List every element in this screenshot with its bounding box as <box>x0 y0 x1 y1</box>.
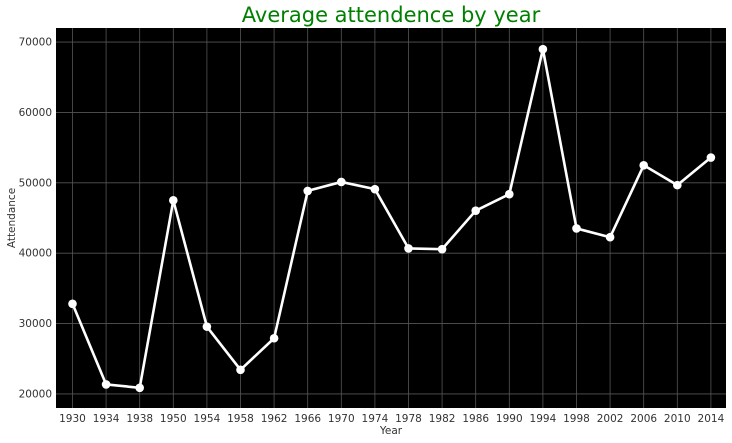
x-tick-label: 1966 <box>294 413 321 425</box>
x-tick-label: 1962 <box>261 413 288 425</box>
x-tick-label: 2010 <box>664 413 691 425</box>
x-tick-label: 1994 <box>530 413 557 425</box>
y-axis-label: Attendance <box>6 188 18 248</box>
data-point <box>639 160 648 170</box>
x-tick-label: 2014 <box>698 413 725 425</box>
y-tick-label: 40000 <box>19 248 52 260</box>
data-point <box>706 153 716 162</box>
x-tick-label: 1930 <box>59 413 86 425</box>
data-point <box>269 333 279 343</box>
chart-title: Average attendence by year <box>242 3 541 27</box>
data-point <box>135 383 144 393</box>
x-tick-label: 1982 <box>429 413 456 425</box>
x-tick-label: 1974 <box>362 413 389 425</box>
y-tick-label: 30000 <box>19 318 52 330</box>
x-tick-label: 1938 <box>126 413 153 425</box>
x-tick-label: 1986 <box>462 413 489 425</box>
data-point <box>202 322 212 331</box>
grid-lines <box>56 28 726 408</box>
data-point <box>404 244 413 253</box>
x-tick-label: 1934 <box>93 413 120 425</box>
x-tick-label: 1958 <box>227 413 254 425</box>
data-point <box>471 206 481 215</box>
data-point <box>101 380 111 389</box>
y-tick-label: 60000 <box>19 107 52 119</box>
data-point <box>572 224 581 233</box>
data-point <box>505 189 514 199</box>
y-tick-label: 20000 <box>19 388 52 400</box>
y-tick-label: 50000 <box>19 177 52 189</box>
x-axis-ticks: 1930 1934 1938 1950 1954 1958 1962 1966 1970 1974… <box>59 413 724 425</box>
x-tick-label: 1954 <box>194 413 221 425</box>
x-tick-label: 2002 <box>597 413 624 425</box>
x-tick-label: 1998 <box>563 413 590 425</box>
data-points <box>68 44 716 393</box>
x-tick-label: 2006 <box>630 413 657 425</box>
x-tick-label: 1950 <box>160 413 187 425</box>
data-point <box>538 44 548 54</box>
data-point <box>605 232 615 242</box>
data-point <box>370 184 380 194</box>
y-axis-ticks: 20000 30000 40000 50000 60000 70000 <box>19 37 52 401</box>
series-line <box>71 47 712 390</box>
x-tick-label: 1978 <box>395 413 422 425</box>
data-point <box>673 180 682 190</box>
data-point <box>303 186 313 196</box>
x-axis-label: Year <box>379 425 403 437</box>
data-point <box>236 365 245 375</box>
data-point <box>337 177 346 187</box>
x-tick-label: 1970 <box>328 413 355 425</box>
data-point <box>169 196 178 205</box>
data-point <box>437 244 447 254</box>
y-tick-label: 70000 <box>19 37 52 49</box>
data-point <box>68 299 77 309</box>
x-tick-label: 1990 <box>496 413 523 425</box>
